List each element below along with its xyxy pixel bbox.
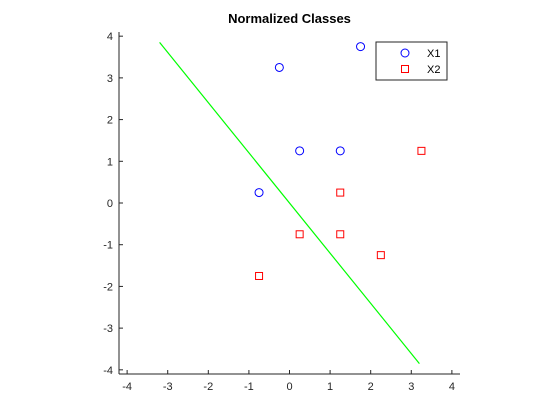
legend-label: X1: [427, 48, 440, 60]
x2-point: [376, 251, 385, 260]
y-tick-label: 1: [107, 156, 113, 168]
x-tick-label: -2: [203, 381, 213, 393]
x-tick-label: -3: [163, 381, 173, 393]
y-tick-label: -3: [103, 323, 113, 335]
data-points: [254, 42, 426, 280]
y-tick-label: 3: [107, 73, 113, 85]
x-tick-label: -4: [122, 381, 132, 393]
x1-point: [254, 188, 264, 198]
x2-point: [255, 271, 264, 280]
x2-point: [295, 230, 304, 239]
y-tick-label: 2: [107, 115, 113, 127]
y-tick-label: -4: [103, 365, 113, 377]
y-tick-label: -2: [103, 281, 113, 293]
x1-point: [274, 62, 284, 72]
x-tick-label: 0: [286, 381, 292, 393]
x-tick-label: -1: [244, 381, 254, 393]
y-tick-label: 0: [107, 198, 113, 210]
x-tick-label: 4: [449, 381, 455, 393]
x2-point: [336, 230, 345, 239]
decision-boundary-line: [159, 42, 420, 364]
chart-title: Normalized Classes: [228, 11, 351, 26]
x2-point: [417, 146, 426, 155]
legend-marker-x2: [401, 65, 409, 73]
y-tick-label: -1: [103, 240, 113, 252]
boundary-line: [159, 42, 420, 364]
x1-point: [295, 146, 305, 156]
axes: -4 -3 -2 -1 0 1 2 3 4 -4 -3 -2 -1 0 1 2 3 4: [103, 31, 460, 393]
x1-point: [335, 146, 345, 156]
legend-box: [375, 41, 448, 81]
legend-label: X2: [427, 64, 440, 76]
x-tick-label: 1: [327, 381, 333, 393]
x-tick-label: 2: [368, 381, 374, 393]
x-tick-label: 3: [408, 381, 414, 393]
x2-point: [336, 188, 345, 197]
x1-point: [356, 42, 366, 52]
legend-marker-x1: [400, 48, 410, 58]
y-tick-label: 4: [107, 31, 113, 43]
